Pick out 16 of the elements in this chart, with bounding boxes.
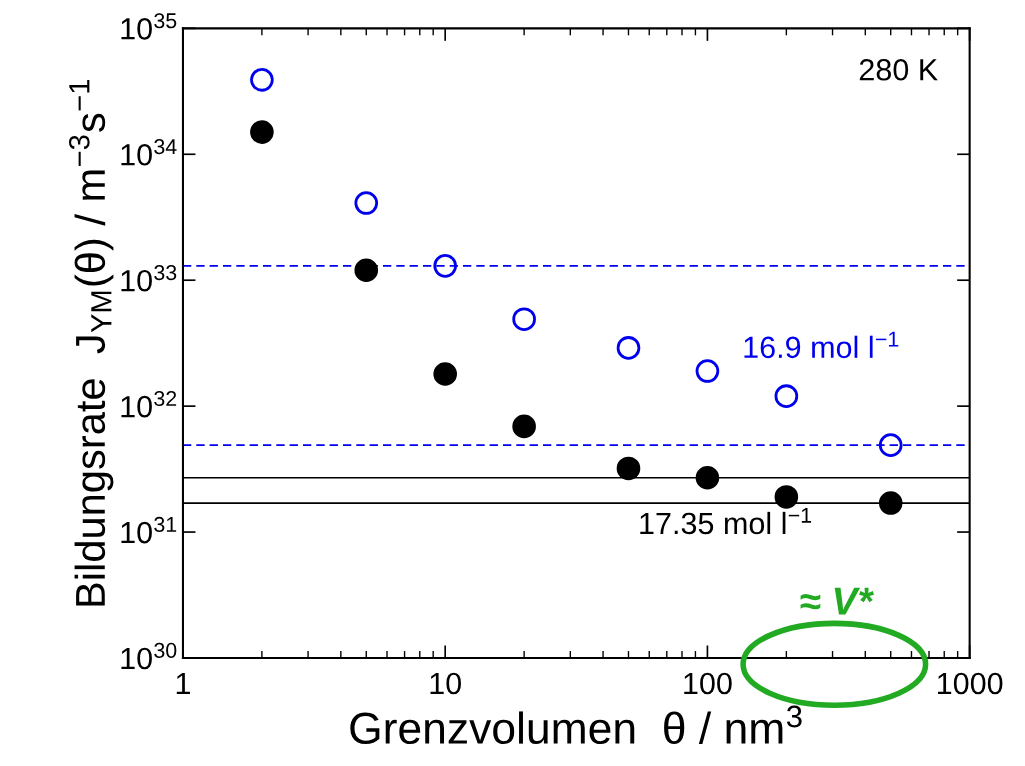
x-tick-label: 100 <box>684 672 732 695</box>
y-tick-label: 10$^{34}$ <box>121 139 177 166</box>
y-tick-label: 10$^{30}$ <box>121 642 177 670</box>
annotation: 280 K <box>859 58 938 81</box>
y-tick-label: 10$^{31}$ <box>121 516 177 544</box>
y-tick-label: 10$^{35}$ <box>121 13 177 40</box>
annotation: ≈ V* <box>800 587 875 615</box>
y-tick-label: 10$^{33}$ <box>121 265 177 292</box>
y-tick-label: 10$^{32}$ <box>121 390 177 418</box>
series-label: 16.9 mol l$^{−1}$ <box>744 331 899 359</box>
x-tick-label: 1000 <box>938 672 1003 695</box>
series-label: 17.35 mol l$^{−1}$ <box>640 507 812 535</box>
x-axis-title: Grenzvolumen θ / nm$^{3}$ <box>350 705 802 745</box>
y-axis-title: Bildungsrate J$_{YM}$(θ) / m$^{−3}$s$^{−1}$ <box>68 80 114 606</box>
x-tick-label: 10 <box>430 672 461 695</box>
x-tick-label: 1 <box>176 673 190 695</box>
